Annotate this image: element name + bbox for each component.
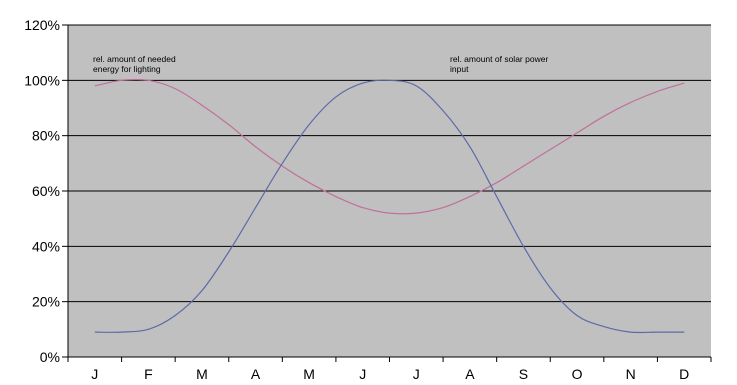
- annotation-line: rel. amount of solar power: [450, 54, 548, 64]
- series-line-2: [94, 79, 685, 334]
- series-lines: [94, 78, 685, 334]
- x-tick-label: M: [303, 366, 315, 382]
- x-tick-label: S: [519, 366, 528, 382]
- series-annotation-2: rel. amount of solar power input: [450, 54, 548, 74]
- x-tick-label: A: [251, 366, 261, 382]
- x-tick-label: O: [572, 366, 583, 382]
- grid-lines: [68, 24, 711, 303]
- x-tick-label: F: [144, 366, 153, 382]
- x-tick-label: D: [679, 366, 689, 382]
- x-tick-label: J: [359, 366, 366, 382]
- x-tick-label: M: [196, 366, 208, 382]
- series-annotation-1: rel. amount of needed energy for lighting: [93, 54, 176, 74]
- y-tick-label: 100%: [24, 72, 60, 88]
- annotation-line: rel. amount of needed: [93, 54, 176, 64]
- series-line-1: [94, 78, 685, 215]
- annotation-line: energy for lighting: [93, 64, 161, 74]
- x-tick-label: J: [413, 366, 420, 382]
- y-tick-label: 60%: [32, 183, 60, 199]
- x-tick-label: J: [91, 366, 98, 382]
- x-tick-label: A: [465, 366, 475, 382]
- series-annotations: rel. amount of needed energy for lighting…: [93, 54, 548, 74]
- x-tick-label: N: [626, 366, 636, 382]
- y-axis-ticks: 0% 20% 40% 60% 80% 100% 120%: [24, 17, 68, 365]
- annotation-line: input: [450, 64, 469, 74]
- y-tick-label: 20%: [32, 294, 60, 310]
- y-tick-label: 80%: [32, 128, 60, 144]
- y-tick-label: 0%: [40, 349, 60, 365]
- y-tick-label: 120%: [24, 17, 60, 33]
- y-tick-label: 40%: [32, 238, 60, 254]
